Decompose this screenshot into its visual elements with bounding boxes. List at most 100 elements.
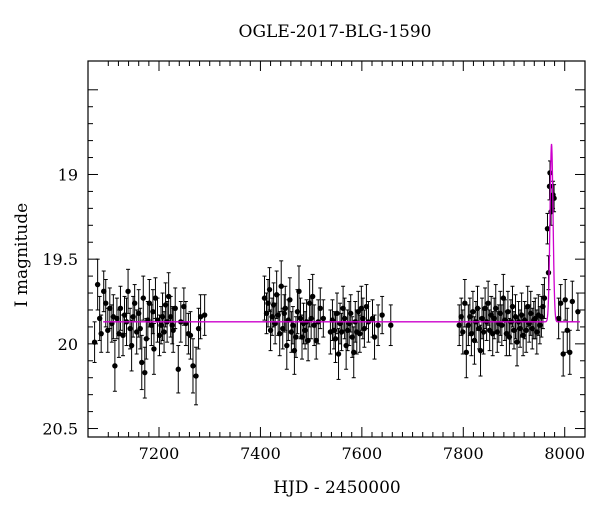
data-point — [165, 293, 172, 300]
data-point — [302, 327, 308, 333]
data-point — [344, 327, 351, 333]
data-point — [265, 300, 271, 306]
data-point — [343, 342, 349, 349]
data-point — [506, 334, 513, 340]
data-point — [278, 283, 284, 289]
data-point — [136, 310, 142, 317]
data-point — [529, 325, 535, 332]
data-point — [105, 327, 111, 333]
data-point — [181, 303, 187, 310]
data-point — [167, 314, 174, 320]
data-point — [170, 327, 176, 333]
data-point — [363, 303, 370, 310]
data-point — [151, 346, 157, 352]
data-point — [101, 288, 107, 295]
data-point — [296, 288, 302, 295]
data-point — [470, 308, 476, 315]
data-point — [103, 300, 109, 306]
data-point — [371, 334, 378, 340]
data-point — [320, 315, 327, 322]
data-point — [133, 329, 140, 335]
data-point — [91, 339, 98, 345]
data-point — [338, 329, 345, 335]
data-point — [479, 315, 485, 322]
data-point — [98, 330, 104, 337]
data-point — [485, 300, 491, 306]
data-point — [306, 300, 313, 306]
y-axis-label: I magnitude — [12, 203, 32, 307]
data-point — [497, 310, 504, 317]
data-point — [114, 315, 120, 322]
data-point — [564, 327, 570, 333]
data-point — [305, 337, 311, 344]
data-point — [331, 327, 337, 333]
data-point — [360, 315, 366, 322]
data-point — [494, 329, 500, 335]
data-point — [560, 351, 566, 357]
data-point — [348, 310, 354, 317]
data-point — [275, 312, 281, 318]
data-point — [313, 337, 319, 344]
data-point — [193, 373, 199, 379]
data-point — [142, 369, 148, 376]
data-point — [534, 329, 540, 335]
y-tick-label: 19.5 — [42, 250, 78, 269]
data-point — [468, 330, 475, 337]
data-point — [143, 336, 150, 342]
data-point — [499, 322, 505, 328]
data-point — [546, 183, 553, 190]
data-point — [261, 295, 268, 301]
x-tick-label: 7200 — [139, 444, 180, 463]
data-point — [158, 322, 164, 328]
data-point — [474, 305, 481, 311]
data-point — [116, 330, 122, 337]
data-point — [456, 322, 462, 328]
data-point — [335, 351, 342, 357]
data-point — [284, 342, 290, 349]
data-point — [263, 310, 270, 317]
data-point — [190, 363, 196, 369]
data-point — [288, 329, 295, 335]
data-point — [369, 315, 376, 322]
data-point — [332, 336, 339, 342]
x-axis-label: HJD - 2450000 — [273, 478, 401, 498]
data-point — [540, 303, 546, 310]
data-point — [317, 305, 323, 311]
data-point — [150, 308, 156, 315]
data-point — [112, 363, 118, 369]
data-point — [528, 310, 534, 317]
data-point — [273, 292, 280, 298]
data-point — [197, 314, 204, 320]
data-point — [137, 325, 143, 332]
data-point — [523, 327, 529, 333]
data-point — [514, 339, 520, 345]
y-tick-label: 20 — [58, 335, 78, 354]
data-point — [277, 330, 283, 337]
data-point — [511, 327, 517, 333]
data-point — [282, 305, 288, 311]
data-point — [524, 303, 531, 310]
data-point — [341, 315, 348, 322]
x-tick-label: 7400 — [240, 444, 281, 463]
data-point — [94, 281, 101, 288]
data-point — [541, 295, 548, 301]
data-point — [357, 330, 363, 337]
data-point — [491, 315, 497, 322]
data-point — [195, 325, 202, 332]
data-point — [172, 305, 178, 311]
data-point — [152, 295, 159, 301]
data-point — [477, 347, 484, 354]
data-point — [287, 297, 293, 303]
data-point — [187, 332, 194, 339]
data-point — [267, 327, 274, 333]
data-point — [493, 305, 499, 311]
data-point — [175, 366, 181, 372]
data-point — [161, 329, 167, 335]
data-point — [462, 300, 468, 306]
data-point — [569, 298, 576, 305]
data-point — [388, 322, 394, 328]
data-point — [201, 312, 208, 318]
data-point — [460, 329, 466, 335]
y-tick-label: 20.5 — [42, 420, 78, 439]
